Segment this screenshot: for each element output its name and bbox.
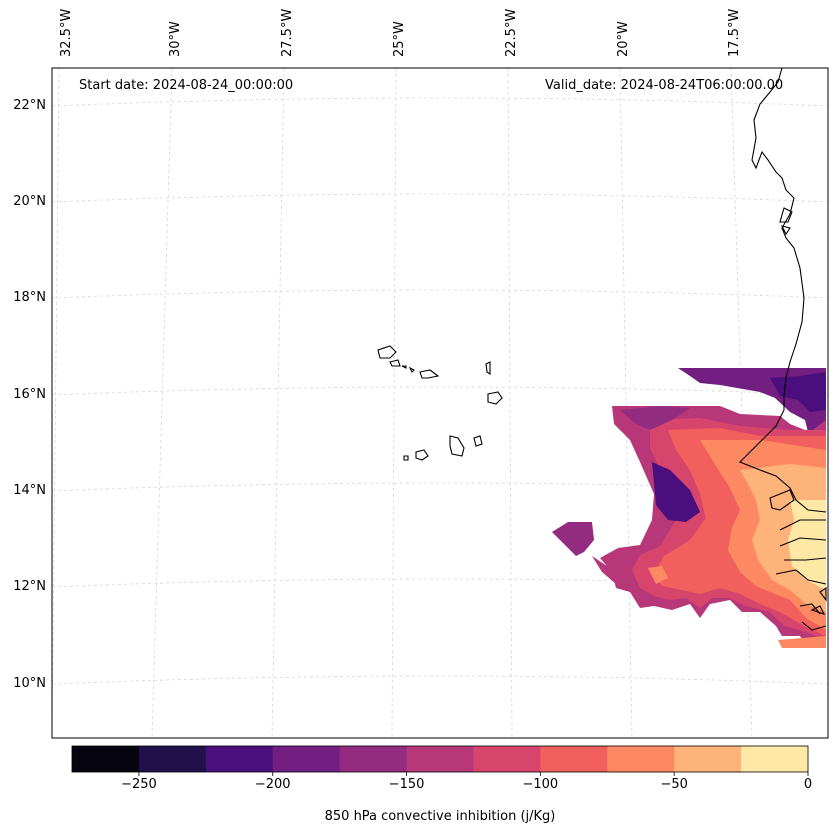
lon-label-17-5w: 17.5°W [727, 8, 742, 57]
map-frame-border [51, 67, 829, 739]
cape-verde-islands [377, 345, 503, 461]
colorbar-segment [205, 746, 274, 772]
meridian-25w [391, 68, 397, 738]
parallel-22n [52, 97, 828, 107]
start-date-annotation: Start date: 2024-08-24_00:00:00 [79, 78, 294, 93]
parallel-12n [52, 578, 828, 588]
lat-label-20n: 20°N [13, 194, 46, 209]
colorbar-segment [406, 746, 474, 772]
parallel-20n [52, 193, 828, 203]
island-sao-vicente [389, 359, 401, 367]
contour-pocket-magenta [620, 406, 690, 430]
contour-patch-southwest-2 [592, 556, 622, 584]
island-santiago [449, 435, 465, 457]
meridian-20w [619, 68, 633, 738]
lat-label-12n: 12°N [13, 579, 46, 594]
colorbar-segment [741, 746, 809, 772]
lon-label-27-5w: 27.5°W [280, 8, 295, 57]
island-boa-vista [487, 391, 503, 405]
lon-label-25w: 25°W [392, 21, 407, 57]
parallel-14n [52, 482, 828, 492]
contour-spot-2 [778, 636, 826, 648]
colorbar-tick-label: −200 [254, 777, 291, 792]
contour-pocket-violet [652, 462, 700, 522]
map-frame-background [52, 68, 828, 738]
island-santo-antao [377, 345, 397, 359]
coast-island-tidra [780, 225, 791, 236]
colorbar-tick-label: −100 [522, 777, 559, 792]
colorbar-segment [607, 746, 675, 772]
lat-label-16n: 16°N [13, 387, 46, 402]
colorbar-segment [540, 746, 608, 772]
meridian-17-5w [730, 68, 753, 738]
colorbar-tick-label: −50 [660, 777, 688, 792]
colorbar-segment [138, 746, 207, 772]
meridian-27-5w [271, 68, 285, 738]
colorbar-tick-label: −250 [121, 777, 157, 792]
colorbar-title: 850 hPa convective inhibition (j/Kg) [324, 809, 556, 824]
coast-island-banc [779, 207, 793, 223]
contour-patch-southwest [552, 522, 594, 556]
meridian-22-5w [507, 68, 513, 738]
africa-coastline [739, 68, 827, 513]
lat-label-18n: 18°N [13, 290, 46, 305]
lat-label-10n: 10°N [13, 676, 46, 691]
colorbar-tick-label: −150 [388, 777, 425, 792]
meridian-30w [151, 68, 173, 738]
coastlines [739, 68, 827, 631]
parallel-gridlines [52, 97, 828, 685]
colorbar [71, 745, 809, 776]
island-santa-luzia [401, 365, 415, 373]
colorbar-tick-label: 0 [803, 777, 813, 792]
colorbar-segment [339, 746, 408, 772]
colorbar-segment [473, 746, 541, 772]
contour-band-main-6 [788, 500, 826, 590]
guinea-bissau-coast [779, 519, 827, 561]
colorbar-segment [674, 746, 742, 772]
lon-label-30w: 30°W [168, 21, 183, 57]
parallel-16n [52, 386, 828, 396]
island-fogo [415, 449, 429, 461]
bijagos-islands [810, 586, 827, 615]
contour-spot-1 [648, 566, 668, 584]
meridian-gridlines [52, 68, 753, 738]
colorbar-segment [272, 746, 341, 772]
guinea-coast [775, 569, 827, 631]
lat-label-22n: 22°N [13, 98, 46, 113]
island-maio [473, 435, 483, 447]
lon-label-22-5w: 22.5°W [504, 8, 519, 57]
colorbar-border [71, 745, 809, 773]
cin-filled-contours [552, 368, 826, 648]
island-brava [403, 455, 409, 461]
island-sal [485, 361, 491, 376]
lon-label-20w: 20°W [616, 21, 631, 57]
contour-band-north-deep [770, 372, 826, 412]
lon-label-32-5w: 32.5°W [59, 8, 74, 57]
parallel-18n [52, 289, 828, 299]
colorbar-segment [72, 746, 140, 772]
meridian-32-5w [52, 68, 60, 738]
gambia-coast [769, 489, 795, 511]
island-sao-nicolau [419, 369, 440, 379]
valid-date-annotation: Valid_date: 2024-08-24T06:00:00.00 [545, 78, 784, 93]
lat-label-14n: 14°N [13, 483, 46, 498]
parallel-10n [52, 675, 828, 685]
